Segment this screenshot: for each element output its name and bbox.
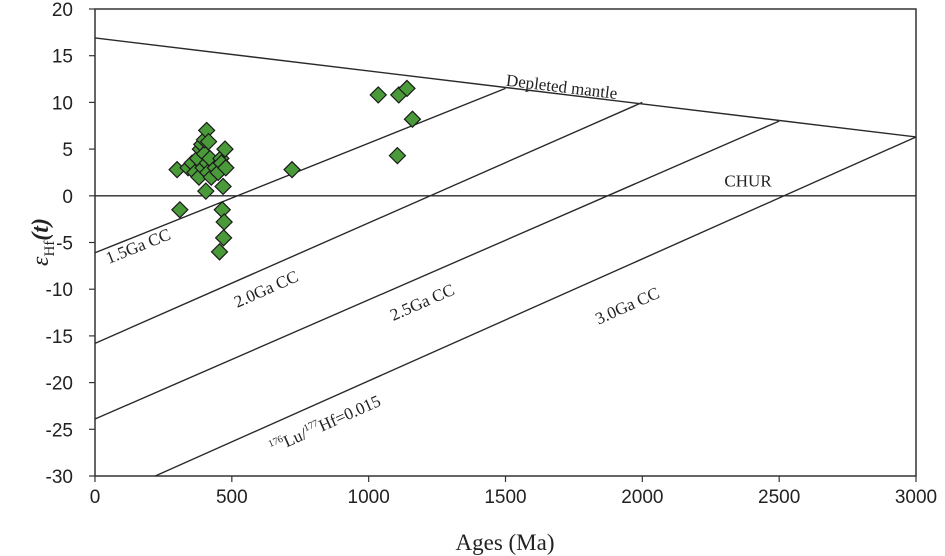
x-axis-label: Ages (Ma) <box>456 530 555 555</box>
cc-1-5-line <box>94 87 506 254</box>
data-point <box>214 228 233 247</box>
data-point <box>403 110 422 129</box>
chur-label: CHUR <box>724 171 772 190</box>
cc-2-0-label: 2.0Ga CC <box>231 267 301 312</box>
data-point <box>388 146 407 165</box>
y-axis-ticks: -30 -25 -20 -15 -10 -5 0 5 10 15 20 <box>46 0 95 488</box>
x-tick-label: 3000 <box>895 487 937 508</box>
data-point <box>170 200 189 219</box>
y-tick-label: -15 <box>46 327 73 348</box>
x-tick-label: 1500 <box>484 487 526 508</box>
cc-2-5-line <box>94 120 780 420</box>
y-axis-label: εHf(t) <box>28 218 58 266</box>
reference-lines <box>94 37 917 477</box>
data-point <box>210 242 229 261</box>
y-tick-label: 20 <box>52 0 73 21</box>
data-point <box>214 177 232 196</box>
data-point <box>369 86 388 104</box>
data-points <box>168 79 422 261</box>
y-tick-label: 5 <box>62 140 73 161</box>
x-tick-label: 0 <box>90 487 101 508</box>
x-tick-label: 2500 <box>758 487 800 508</box>
x-tick-label: 500 <box>216 487 248 508</box>
data-point <box>216 158 235 177</box>
data-point <box>283 160 301 179</box>
x-tick-label: 1000 <box>348 487 390 508</box>
depleted-mantle-label: Depleted mantle <box>505 71 618 103</box>
data-point <box>196 182 215 200</box>
data-point <box>199 132 218 151</box>
data-point <box>215 213 234 231</box>
y-tick-label: -5 <box>56 234 73 255</box>
cc-2-0-line <box>94 101 643 345</box>
cc-3-0-line <box>154 136 917 477</box>
cc-3-0-label: 3.0Ga CC <box>592 283 662 328</box>
data-point <box>216 140 234 158</box>
x-axis-ticks: 0 500 1000 1500 2000 2500 3000 <box>90 476 937 508</box>
x-tick-label: 2000 <box>621 487 663 508</box>
depleted-mantle-line <box>94 37 917 138</box>
y-tick-label: 10 <box>52 93 73 114</box>
y-tick-label: -25 <box>46 420 73 441</box>
y-tick-label: -10 <box>46 280 73 301</box>
y-tick-label: 0 <box>62 187 73 208</box>
y-tick-label: -30 <box>46 467 73 488</box>
y-tick-label: -20 <box>46 374 73 395</box>
data-point <box>398 79 416 98</box>
lu-hf-ratio-annotation: 176Lu/177Hf=0.015 <box>267 391 384 457</box>
y-tick-label: 15 <box>52 47 73 68</box>
cc-1-5-label: 1.5Ga CC <box>103 225 173 268</box>
